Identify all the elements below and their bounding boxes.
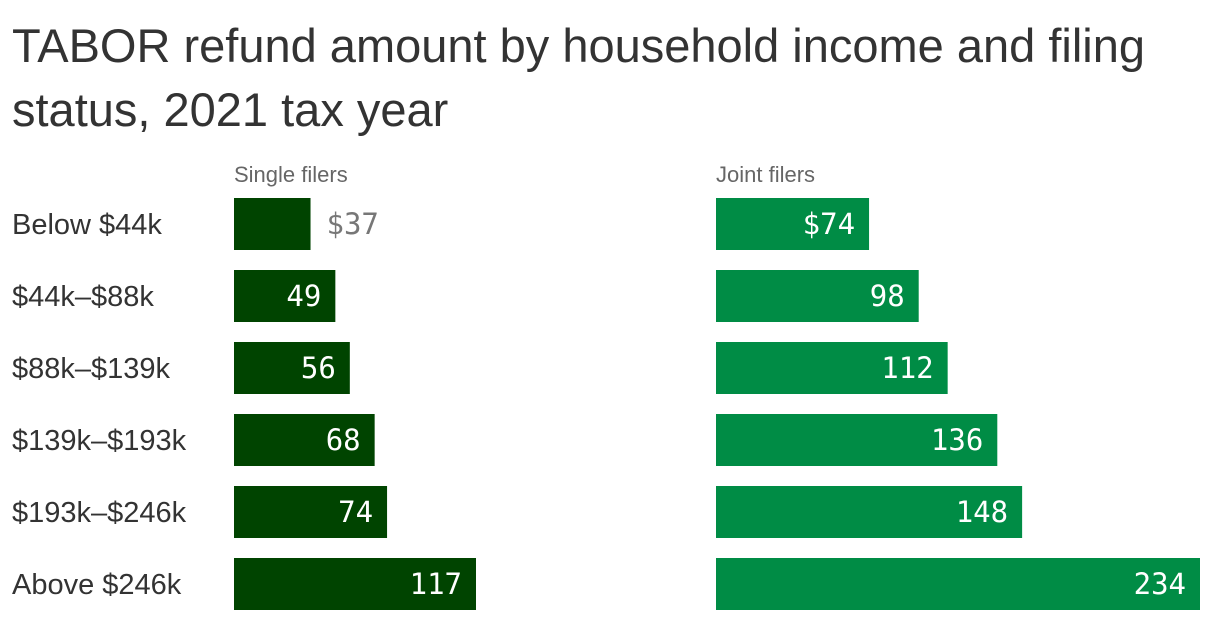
value-label-single-filers-0: $37 (327, 207, 379, 241)
bar-joint-filers-1 (716, 270, 919, 322)
bar-single-filers-4 (234, 486, 388, 538)
value-label-joint-filers-3: 136 (931, 423, 983, 457)
bar-single-filers-1 (234, 270, 336, 322)
bar-single-filers-0 (234, 198, 311, 250)
value-label-joint-filers-5: 234 (1134, 567, 1186, 601)
value-label-joint-filers-0: $74 (803, 207, 855, 241)
category-label-3: $139k–$193k (12, 425, 187, 457)
bar-joint-filers-3 (716, 414, 998, 466)
bar-chart: Below $44k $44k–$88k $88k–$139k $139k–$193k… (12, 162, 1200, 610)
category-label-4: $193k–$246k (12, 497, 187, 529)
category-label-0: Below $44k (12, 209, 162, 241)
category-label-1: $44k–$88k (12, 281, 154, 313)
value-label-single-filers-1: 49 (286, 279, 321, 313)
series-label-single-filers: Single filers (234, 162, 348, 187)
value-label-single-filers-2: 56 (301, 351, 336, 385)
bar-joint-filers-2 (716, 342, 948, 394)
bar-joint-filers-0 (716, 198, 870, 250)
value-label-single-filers-3: 68 (326, 423, 361, 457)
bar-single-filers-2 (234, 342, 350, 394)
value-label-joint-filers-2: 112 (881, 351, 933, 385)
bar-single-filers-3 (234, 414, 375, 466)
chart-title: TABOR refund amount by household income … (12, 19, 1146, 136)
value-label-joint-filers-4: 148 (956, 495, 1008, 529)
series-label-joint-filers: Joint filers (716, 162, 815, 187)
value-label-joint-filers-1: 98 (870, 279, 905, 313)
bar-joint-filers-5 (716, 558, 1200, 610)
value-label-single-filers-4: 74 (338, 495, 373, 529)
category-label-2: $88k–$139k (12, 353, 171, 385)
category-label-5: Above $246k (12, 569, 182, 601)
bar-single-filers-5 (234, 558, 476, 610)
value-label-single-filers-5: 117 (410, 567, 462, 601)
bar-joint-filers-4 (716, 486, 1023, 538)
